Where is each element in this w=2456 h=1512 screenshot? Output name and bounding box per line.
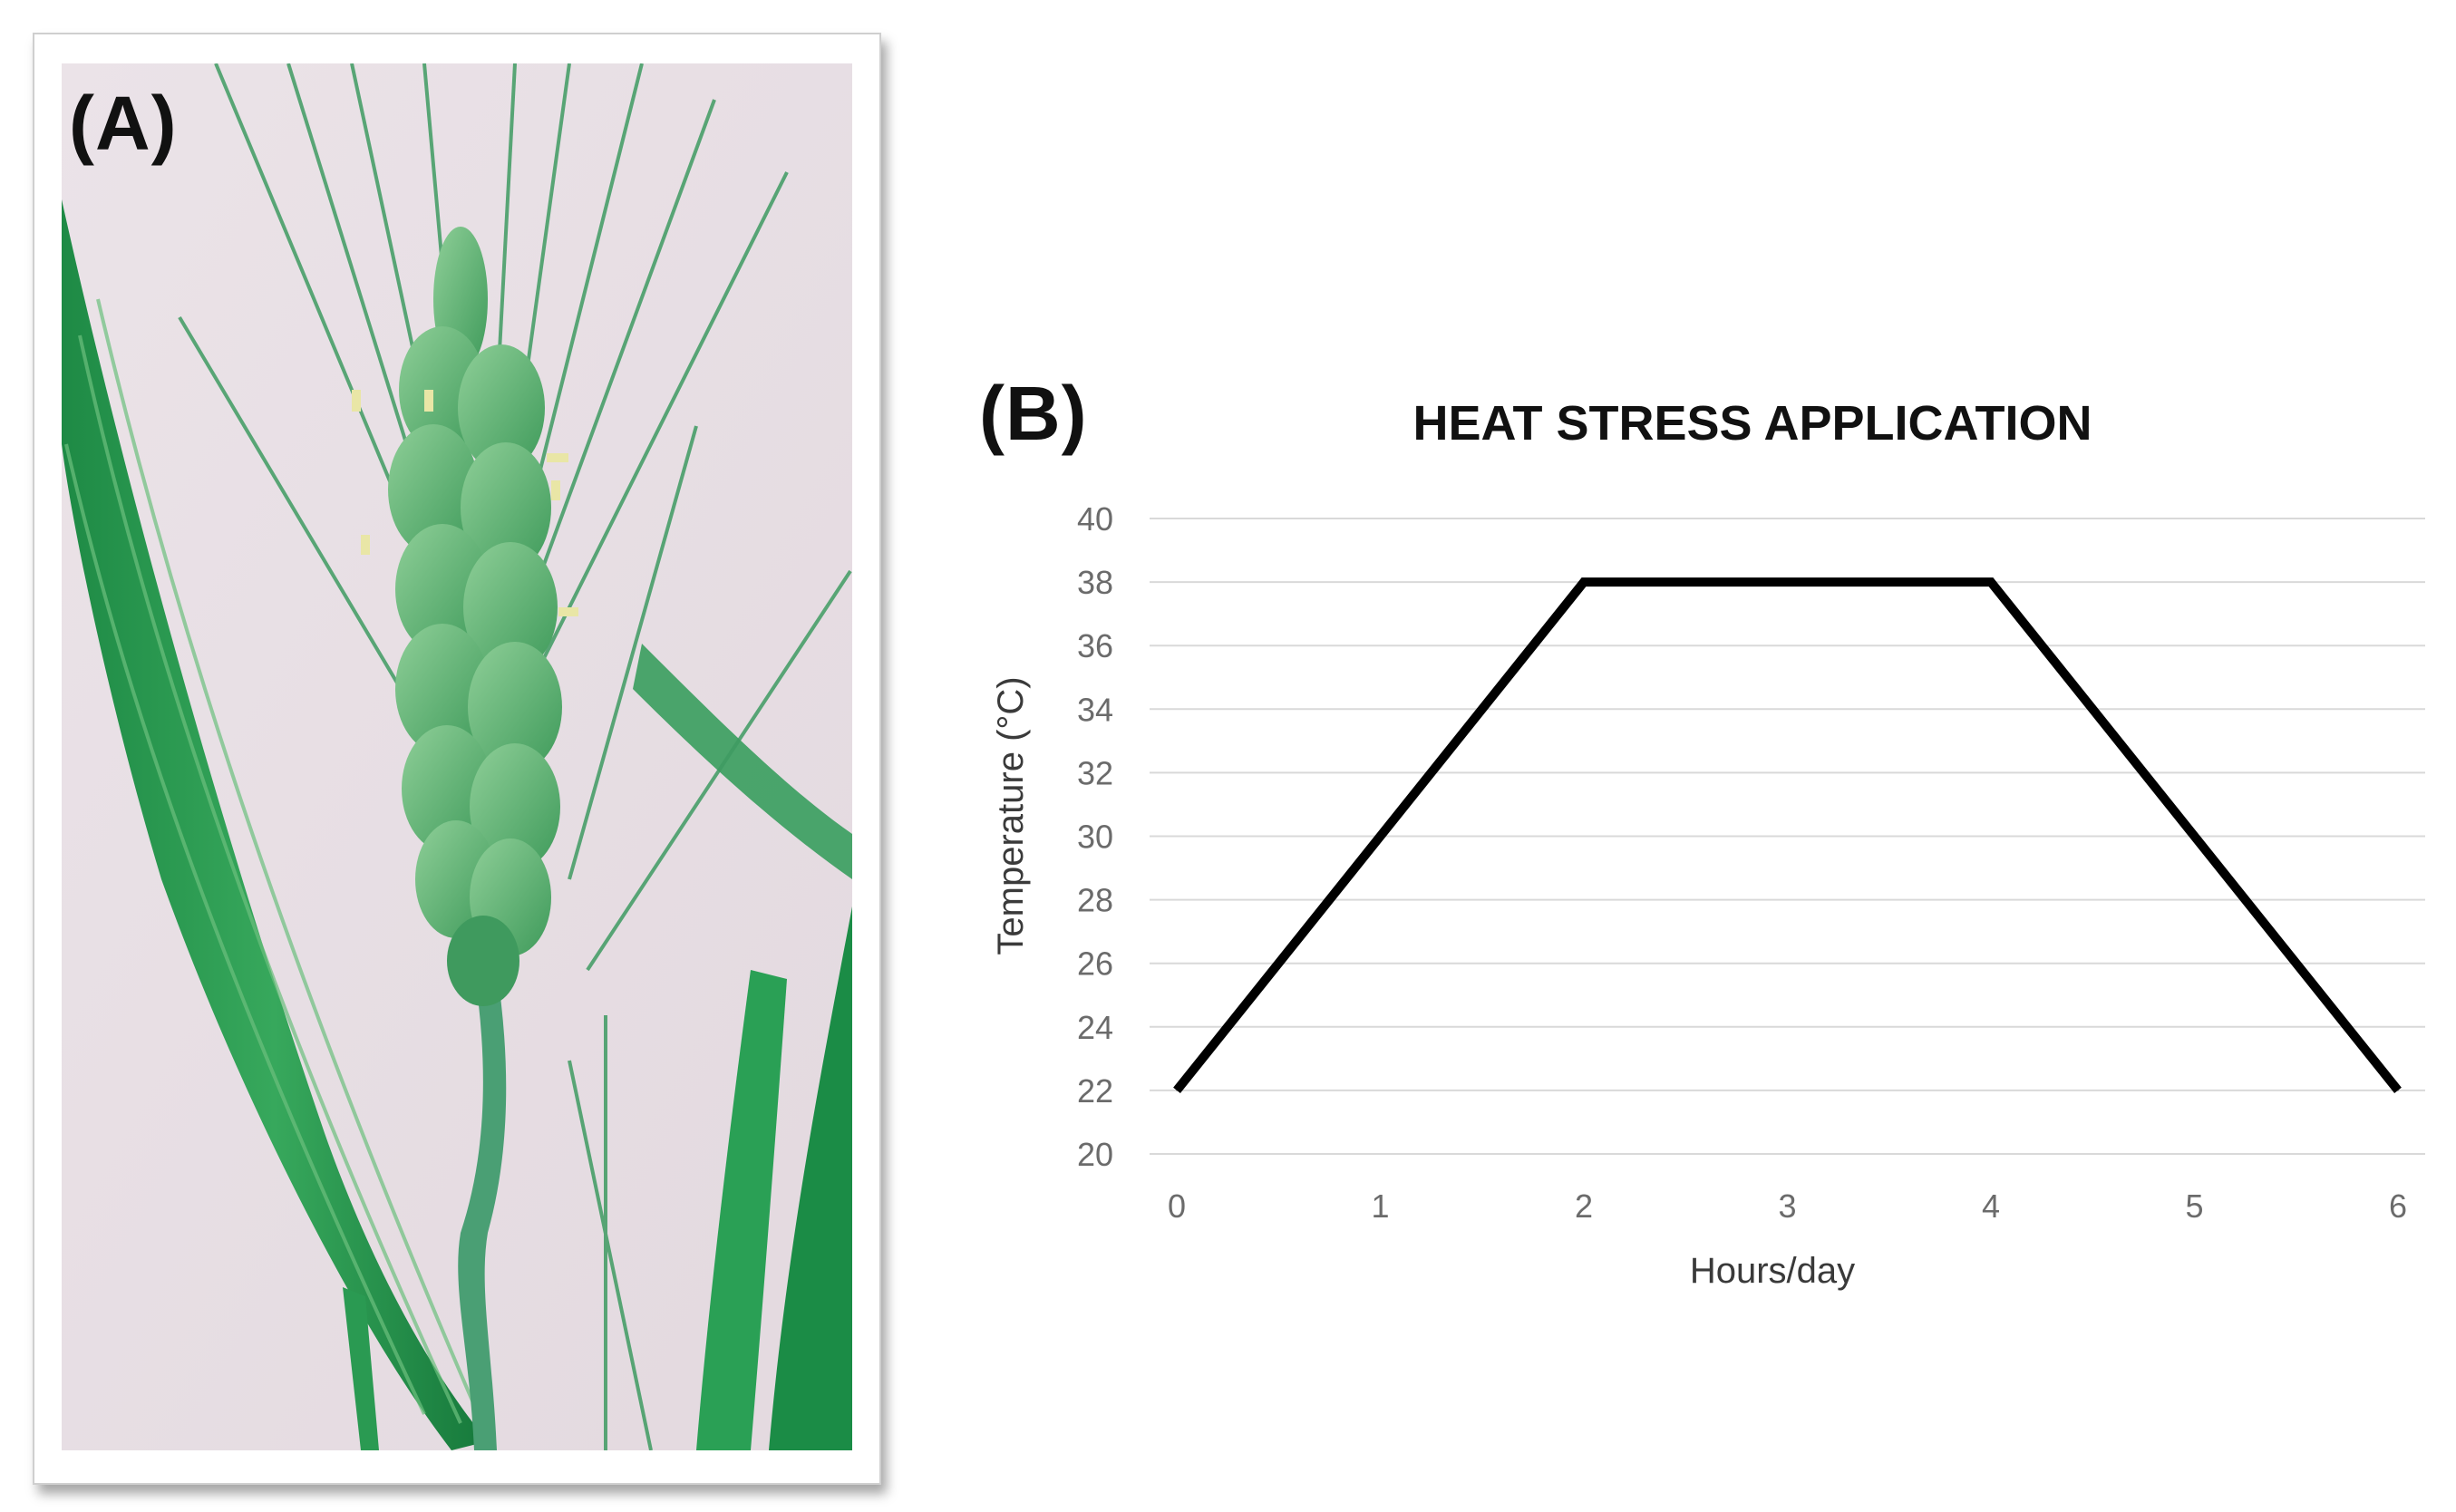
chart-title: HEAT STRESS APPLICATION <box>1412 396 2092 451</box>
gridlines <box>1150 518 2425 1155</box>
series-layer <box>1173 577 2402 1094</box>
y-tick-label: 32 <box>1077 754 1113 791</box>
wheat-spike-photo <box>62 63 852 1450</box>
x-tick-label: 0 <box>1168 1187 1186 1225</box>
x-tick-label: 6 <box>2389 1187 2407 1225</box>
temperature-series-line <box>1173 577 2402 1094</box>
y-axis-label: Temperature (°C) <box>991 676 1031 955</box>
y-tick-label: 40 <box>1077 500 1113 538</box>
y-tick-label: 30 <box>1077 819 1113 856</box>
y-tick-label: 34 <box>1077 691 1113 728</box>
wheat-spike-illustration <box>62 63 852 1450</box>
y-tick-label: 36 <box>1077 627 1113 664</box>
y-tick-label: 26 <box>1077 945 1113 983</box>
data-point <box>1990 581 1992 583</box>
x-tick-label: 3 <box>1778 1187 1796 1225</box>
y-tick-label: 28 <box>1077 882 1113 919</box>
x-tick-label: 1 <box>1371 1187 1389 1225</box>
y-tick-label: 20 <box>1077 1136 1113 1173</box>
x-tick-label: 5 <box>2185 1187 2203 1225</box>
y-tick-label: 22 <box>1077 1072 1113 1110</box>
y-axis-ticks: 20 22 24 26 28 30 32 34 36 38 40 <box>1077 500 1113 1173</box>
x-tick-label: 4 <box>1982 1187 2000 1225</box>
x-axis-ticks: 0 1 2 3 4 5 6 <box>1168 1187 2407 1225</box>
x-axis-label: Hours/day <box>1690 1251 1855 1291</box>
y-tick-label: 38 <box>1077 564 1113 601</box>
panel-label-b: (B) <box>979 371 1088 456</box>
panel-label-a: (A) <box>69 81 178 166</box>
x-tick-label: 2 <box>1575 1187 1593 1225</box>
data-point <box>1583 581 1585 583</box>
photo-panel: (A) <box>33 33 881 1485</box>
y-tick-label: 24 <box>1077 1009 1113 1046</box>
